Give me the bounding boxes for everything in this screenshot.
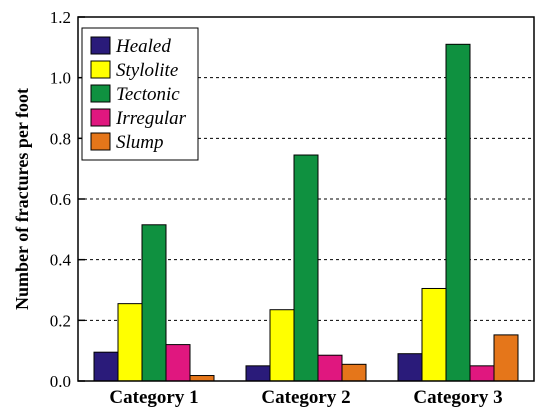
y-tick-label: 0.8 [50, 129, 71, 148]
legend-label: Tectonic [116, 84, 180, 105]
bar-slump-1 [189, 375, 215, 382]
y-tick-label: 1.0 [50, 69, 71, 88]
legend: Healed Stylolite Tectonic Irregular Slump [81, 27, 199, 161]
bar-irregular-1 [165, 344, 191, 382]
legend-swatch [90, 60, 111, 79]
legend-label: Healed [115, 36, 171, 57]
bar-stylolite-3 [421, 287, 447, 382]
y-tick-label: 0.4 [50, 251, 72, 270]
bar-slump-2 [341, 363, 367, 382]
legend-swatch [90, 132, 111, 151]
bar-slump-3 [493, 334, 519, 382]
bars [93, 43, 519, 382]
bar-tectonic-2 [293, 154, 319, 382]
y-tick-label: 0.0 [50, 372, 71, 391]
bar-healed-3 [397, 353, 423, 382]
bar-tectonic-1 [141, 224, 167, 382]
bar-healed-2 [245, 365, 271, 382]
legend-label: Stylolite [116, 60, 178, 81]
x-tick-label: Category 3 [413, 387, 502, 408]
bar-stylolite-2 [269, 309, 295, 382]
legend-label: Irregular [115, 108, 187, 129]
legend-swatch [90, 36, 111, 55]
bar-healed-1 [93, 351, 119, 382]
y-tick-label: 1.2 [50, 8, 71, 27]
x-tick-label: Category 2 [261, 387, 350, 408]
y-tick-label: 0.2 [50, 311, 71, 330]
bar-tectonic-3 [445, 43, 471, 382]
legend-swatch [90, 84, 111, 103]
legend-label: Slump [116, 132, 164, 153]
bar-stylolite-1 [117, 303, 143, 382]
y-axis-ticks: 0.0 0.2 0.4 0.6 0.8 1.0 1.2 [50, 8, 85, 391]
y-tick-label: 0.6 [50, 190, 71, 209]
legend-swatch [90, 108, 111, 127]
bar-irregular-3 [469, 365, 495, 382]
x-axis-labels: Category 1 Category 2 Category 3 [109, 387, 502, 408]
x-tick-label: Category 1 [109, 387, 198, 408]
y-axis-title: Number of fractures per foot [12, 88, 32, 310]
bar-irregular-2 [317, 354, 343, 382]
